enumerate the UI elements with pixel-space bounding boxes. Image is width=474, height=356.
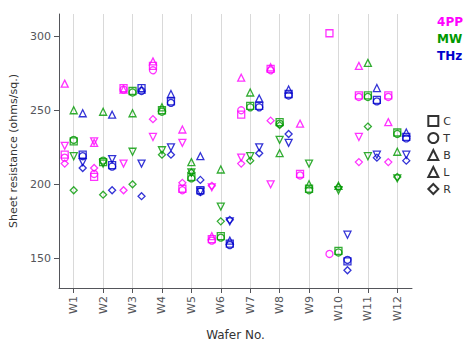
svg-text:200: 200	[30, 178, 51, 191]
svg-text:B: B	[443, 149, 451, 162]
svg-text:W7: W7	[244, 296, 257, 314]
svg-text:W4: W4	[155, 296, 168, 314]
svg-text:Sheet resistance (ohms/sq.): Sheet resistance (ohms/sq.)	[7, 74, 20, 228]
svg-text:W9: W9	[303, 296, 316, 314]
svg-text:W6: W6	[214, 296, 227, 314]
svg-text:W5: W5	[185, 296, 198, 314]
svg-text:Wafer No.: Wafer No.	[206, 328, 265, 342]
svg-text:L: L	[443, 166, 450, 179]
svg-text:W10: W10	[332, 296, 345, 321]
svg-text:T: T	[442, 132, 450, 145]
svg-text:W11: W11	[361, 296, 374, 321]
svg-text:W8: W8	[273, 296, 286, 314]
svg-text:R: R	[443, 183, 451, 196]
svg-text:250: 250	[30, 104, 51, 117]
svg-text:150: 150	[30, 252, 51, 265]
svg-text:C: C	[443, 115, 451, 128]
svg-text:W12: W12	[391, 296, 404, 321]
svg-text:300: 300	[30, 30, 51, 43]
svg-text:4PP: 4PP	[437, 15, 463, 29]
svg-text:W1: W1	[67, 296, 80, 314]
svg-text:THz: THz	[437, 49, 462, 63]
svg-text:W2: W2	[97, 296, 110, 314]
svg-text:MW: MW	[437, 32, 462, 46]
svg-text:W3: W3	[126, 296, 139, 314]
